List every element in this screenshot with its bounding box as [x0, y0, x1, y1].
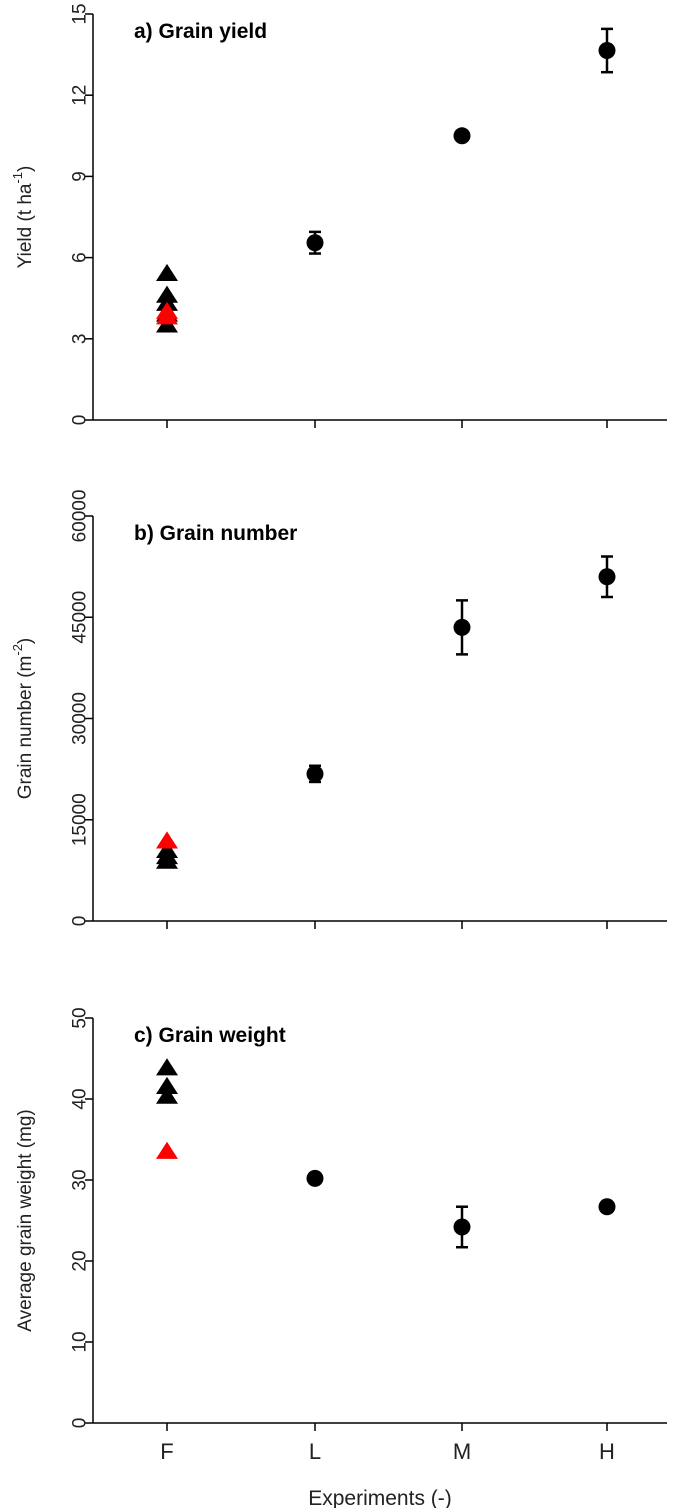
panel-title: b) Grain number: [134, 522, 297, 545]
panel-1: 0 3 6 9 12 15 Yield (t ha-1) a) Grain yield: [10, 3, 667, 428]
y-axis-label-text: Yield (t ha: [15, 183, 36, 268]
y-tick-label: 9: [70, 171, 91, 182]
y-axis-label-tail: ): [15, 166, 36, 172]
x-tick-label: L: [309, 1439, 321, 1464]
y-tick-label: 45000: [70, 591, 91, 644]
data-point-circle: [306, 1169, 324, 1187]
y-tick-label: 0: [70, 415, 91, 426]
y-axis-label-text: Grain number (m: [15, 656, 36, 800]
data-point-circle: [453, 127, 471, 145]
panel-3: 0 10 20 30 40 50 F L M H Average grain weight (mg)…: [15, 1007, 667, 1508]
y-tick-label: 6: [70, 252, 91, 263]
y-tick-label: 0: [70, 1418, 91, 1429]
data-point-triangle: [156, 285, 178, 303]
y-tick-label: 60000: [70, 490, 91, 543]
data-point-triangle: [156, 1076, 178, 1095]
x-tick-label: M: [453, 1439, 471, 1464]
y-tick-label: 15: [70, 3, 91, 24]
data-point-triangle: [156, 1086, 178, 1104]
data-point-triangle: [156, 263, 178, 282]
y-tick-label: 20: [70, 1250, 91, 1271]
data-point-circle: [306, 765, 324, 783]
data-point-circle: [453, 618, 471, 636]
x-axis-label: Experiments (-): [308, 1487, 452, 1508]
x-tick-label: F: [160, 1439, 173, 1464]
y-axis-label-superscript: -1: [10, 172, 25, 184]
y-axis-label-tail: ): [15, 638, 36, 644]
y-tick-label: 10: [70, 1331, 91, 1352]
data-point-circle: [598, 568, 616, 586]
y-tick-label: 15000: [70, 793, 91, 846]
data-point-triangle: [156, 1141, 178, 1159]
y-tick-label: 30: [70, 1169, 91, 1190]
data-point-circle: [453, 1218, 471, 1236]
data-point-triangle: [156, 840, 178, 858]
y-tick-label: 3: [70, 334, 91, 345]
data-point-triangle: [156, 1058, 178, 1076]
y-tick-label: 0: [70, 916, 91, 927]
y-axis-label: Average grain weight (mg): [15, 1109, 36, 1331]
y-axis-label: Grain number (m-2): [10, 638, 36, 800]
y-tick-label: 40: [70, 1088, 91, 1109]
panel-2: 0 15000 30000 45000 60000 Grain number (m-2) b…: [10, 490, 667, 929]
y-tick-label: 30000: [70, 692, 91, 745]
y-axis-label-superscript: -2: [10, 644, 25, 656]
data-point-circle: [306, 234, 324, 252]
y-axis-label: Yield (t ha-1): [10, 166, 36, 269]
y-axis-label-text: Average grain weight (mg): [15, 1109, 36, 1331]
data-point-triangle: [156, 301, 178, 319]
y-tick-label: 50: [70, 1007, 91, 1028]
data-point-triangle: [156, 831, 178, 849]
data-point-circle: [598, 42, 616, 60]
x-tick-label: H: [599, 1439, 615, 1464]
y-tick-label: 12: [70, 85, 91, 106]
panel-title: c) Grain weight: [134, 1024, 286, 1047]
data-point-circle: [598, 1198, 616, 1216]
panel-title: a) Grain yield: [134, 20, 267, 43]
